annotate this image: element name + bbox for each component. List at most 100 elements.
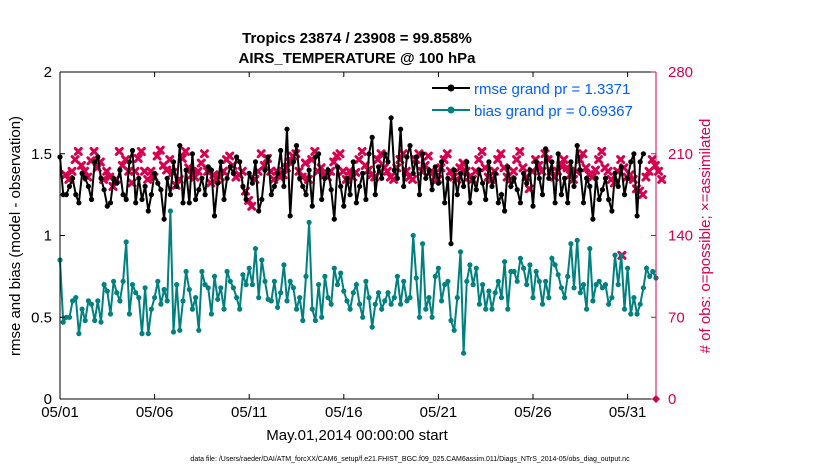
rmse-marker [284, 126, 290, 132]
bias-marker [363, 278, 369, 284]
bias-marker [70, 298, 76, 304]
bias-marker [341, 288, 347, 294]
rmse-marker [457, 170, 464, 176]
rmse-marker [454, 192, 460, 198]
rmse-marker [341, 203, 347, 209]
rmse-marker [584, 175, 590, 181]
obs-assimilated-marker [616, 155, 626, 165]
rmse-marker [495, 200, 501, 206]
legend-rmse-label: rmse grand pr = 1.3371 [474, 81, 630, 98]
rmse-marker [101, 187, 107, 193]
rmse-marker [268, 192, 274, 198]
bias-marker [297, 295, 303, 301]
x-tick-label: 05/21 [420, 404, 458, 421]
left-y-axis-ticks: 0 0.5 1 1.5 2 [31, 64, 65, 408]
rmse-marker [85, 183, 91, 189]
bias-marker [76, 331, 82, 337]
bias-marker [243, 282, 249, 288]
bias-marker [467, 262, 473, 268]
rmse-marker [568, 159, 574, 165]
bias-marker [183, 268, 189, 275]
rmse-marker [148, 192, 154, 198]
rmse-marker [227, 164, 233, 170]
bias-marker [536, 278, 542, 284]
rmse-marker [489, 183, 495, 189]
rmse-marker [306, 167, 312, 173]
rmse-marker [533, 159, 539, 165]
rmse-marker [634, 213, 640, 219]
rmse-marker [577, 167, 583, 173]
bias-marker [164, 298, 170, 304]
right-y-tick-label: 70 [668, 309, 685, 326]
right-y-tick-label: 210 [668, 146, 693, 163]
rmse-marker [401, 183, 407, 189]
bias-marker [580, 282, 587, 288]
rmse-marker [230, 170, 236, 176]
data-file-footnote: data file: /Users/raeder/DAI/ATM_forcXX/… [190, 456, 630, 463]
rmse-marker [158, 187, 164, 193]
rmse-marker [221, 196, 227, 203]
bias-marker [300, 317, 306, 324]
bias-marker [316, 282, 322, 288]
bias-marker [177, 327, 183, 333]
bias-marker [129, 282, 136, 288]
legend: rmse grand pr = 1.3371 bias grand pr = 0… [432, 81, 633, 120]
rmse-marker [363, 196, 369, 203]
rmse-marker [435, 180, 441, 186]
bias-marker [379, 306, 385, 312]
bias-marker [640, 285, 647, 291]
obs-assimilated-marker [67, 166, 77, 176]
rmse-marker [483, 196, 489, 203]
bias-marker [237, 306, 243, 312]
bias-marker [60, 319, 66, 325]
rmse-marker [278, 147, 284, 154]
rmse-marker [473, 187, 479, 193]
bias-marker [284, 298, 290, 304]
rmse-marker [107, 200, 114, 206]
rmse-marker [319, 196, 325, 203]
bias-marker [120, 278, 126, 284]
bias-marker [249, 282, 255, 288]
right-y-tick-label: 140 [668, 228, 693, 245]
bias-marker [533, 268, 539, 275]
left-y-axis-label: rmse and bias (model - observation) [7, 116, 24, 356]
rmse-marker [287, 213, 293, 219]
right-y-tick-label: 280 [668, 64, 693, 81]
obs-assimilated-marker [181, 146, 191, 156]
chart-title-line2: AIRS_TEMPERATURE @ 100 hPa [239, 50, 477, 67]
bias-marker [398, 301, 404, 307]
bias-marker [82, 317, 88, 324]
bias-marker [599, 285, 606, 291]
bias-marker [514, 278, 520, 284]
rmse-marker [111, 175, 117, 181]
obs-assimilated-marker [590, 165, 600, 175]
rmse-marker [379, 175, 385, 181]
bias-marker [480, 282, 486, 288]
obs-assimilated-marker [474, 155, 484, 165]
left-y-tick-label: 1 [44, 228, 52, 245]
obs-assimilated-marker [562, 163, 572, 173]
bias-marker [126, 311, 132, 317]
bias-marker [334, 282, 341, 288]
rmse-marker [360, 170, 366, 176]
rmse-marker [539, 192, 546, 198]
obs-assimilated-marker [152, 151, 162, 161]
legend-bias-marker [447, 106, 455, 114]
bias-marker [148, 306, 154, 312]
bias-marker [117, 298, 123, 304]
rmse-marker [73, 192, 79, 198]
obs-assimilated-marker [382, 166, 392, 176]
chart-title-line1: Tropics 23874 / 23908 = 99.858% [242, 30, 472, 47]
bias-marker [492, 290, 498, 296]
bias-marker [407, 295, 413, 301]
rmse-marker [372, 192, 378, 198]
bias-marker [404, 298, 410, 304]
bias-marker [347, 306, 353, 312]
bias-marker [221, 306, 227, 312]
rmse-marker [621, 192, 628, 198]
bias-marker [615, 282, 621, 288]
rmse-marker [70, 175, 76, 181]
left-y-tick-label: 0.5 [31, 309, 52, 326]
bias-marker [234, 295, 240, 301]
